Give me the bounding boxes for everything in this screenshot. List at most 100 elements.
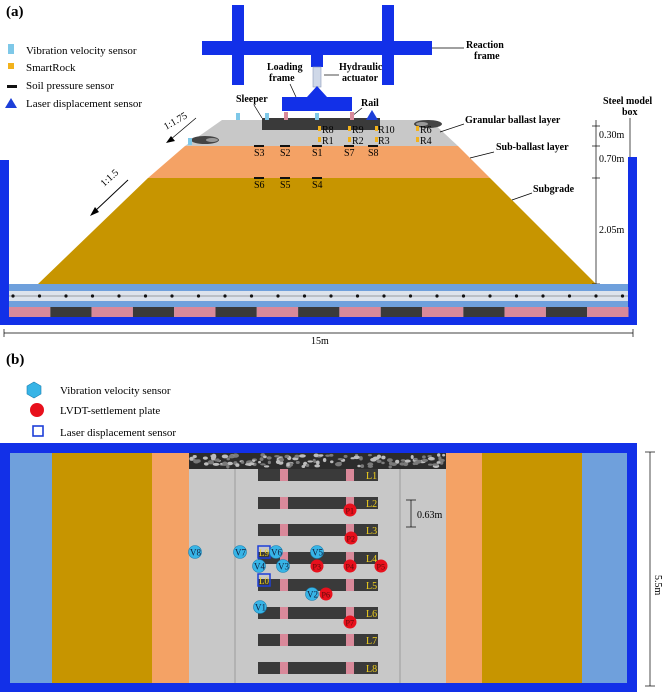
gravel-stone [381,461,385,465]
gravel-stone [318,454,324,457]
sleeper-plan [258,579,378,591]
sleeper-plan [258,469,378,481]
gravel-stone [248,462,255,466]
slope-175-label: 1:1.75 [162,110,189,132]
rail-segment [280,579,288,591]
pressure-label: S4 [312,180,323,191]
vibration-label: V4 [254,562,265,572]
smartrocks: R8 R1 R9 R2 R10 R3 R6 R4 [318,125,432,147]
pressure-label: S1 [312,148,323,159]
gravel-stone [337,458,344,461]
base-dot [249,294,254,298]
base-dot [382,294,386,298]
width-label: 15m [311,336,329,347]
rail-segment [346,524,354,536]
gravel-stone [286,462,290,467]
vibration-sensor-plan [233,545,247,559]
dim-55: 5.5m [652,575,663,596]
gravel-stone [260,463,266,466]
gravel-stone [258,460,262,464]
vibration-label: V8 [190,548,201,558]
panel-b-label: (b) [6,352,24,368]
gravel-stone [226,457,230,461]
dim-063: 0.63m [417,510,443,521]
plan-subballast-left [152,453,189,683]
gravel-stone [416,459,422,464]
dim-030: 0.30m [599,130,625,141]
slope-15-label: 1:1.5 [99,167,121,189]
gravel-stone [404,459,411,463]
panel-a-label: (a) [6,4,24,20]
gravel-stone [427,454,432,458]
gravel-stone [367,462,374,467]
laser-displacement-sensor-icon [5,98,17,108]
pressure-label: S3 [254,148,265,159]
steel-box-label-2: box [622,107,638,118]
soil-pressure-sensor-icon [7,85,17,88]
base-block [380,307,422,317]
base-block [256,307,299,317]
gravel-stone [195,459,201,463]
gravel-stone [263,465,270,468]
hydraulic-actuator [311,55,323,67]
base-block [298,307,340,317]
legend-a-smartrock: SmartRock [26,62,76,74]
gravel-stone [359,456,363,461]
gravel-stone [284,455,289,459]
gravel-stone [240,461,245,464]
gravel-stone [388,465,392,469]
rail-segment [280,497,288,509]
smartrock-label: R6 [420,125,432,136]
lvdt-label: P6 [322,591,330,600]
sleeper-label: L7 [366,636,377,647]
rail-segment [280,524,288,536]
gravel-stone [305,463,310,467]
vibration-label: V5 [312,548,323,558]
gravel-stone [360,464,365,469]
dimension-lines [592,120,600,285]
gravel-stone [214,459,221,462]
vibration-label: V7 [235,548,246,558]
gravel-stone [399,462,406,466]
gravel-stone [400,459,406,462]
base-dot [143,294,148,298]
rail-segment [280,634,288,646]
gravel-stone [313,453,319,458]
reaction-frame-label-1: Reaction [466,40,504,51]
loading-frame [282,97,352,111]
base-block [50,307,92,317]
sleeper-label: L3 [366,526,377,537]
legend-b: Vibration velocity sensor LVDT-settlemen… [26,381,176,439]
base-block [174,307,216,317]
base-dot [355,294,360,298]
pressure-label: S7 [344,148,355,159]
sleeper-plan [258,662,378,674]
base-dot [514,294,519,298]
sleeper-label: L6 [366,609,377,620]
base-block [504,307,546,317]
gravel-stone [442,453,446,457]
lvdt-label: P2 [347,535,355,544]
base-blocks [9,307,629,317]
ballast-gravel-strip [189,453,446,469]
rail-segment [280,552,288,564]
lvdt-plate [374,559,388,573]
gravel-stone [410,454,414,460]
gravel-stone [259,457,264,462]
vibration-sensor-plan [276,559,290,573]
lvdt-plate [343,559,357,573]
base-dots [11,294,625,298]
gravel-stone [422,455,426,459]
pressure-sensors: S3 S2 S1 S7 S8 S6 S5 S4 [254,145,379,191]
gravel-stone [316,460,320,465]
gravel-stone [329,453,334,457]
gravel-stone [432,463,439,466]
plan-subgrade-left [52,453,152,683]
base-dot [170,294,174,298]
gravel-stone [413,457,418,461]
gravel-stone [207,460,215,465]
gravel-stone [202,456,208,460]
lvdt-icon [30,403,44,417]
vibration-label: V6 [271,548,282,558]
gravel-stone [390,462,397,466]
